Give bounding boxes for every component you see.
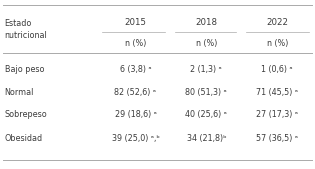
- Text: Sobrepeso: Sobrepeso: [5, 110, 48, 119]
- Text: 27 (17,3) ᵃ: 27 (17,3) ᵃ: [256, 110, 298, 119]
- Text: Normal: Normal: [5, 88, 34, 97]
- Text: n (%): n (%): [266, 39, 288, 48]
- Text: Estado
nutricional: Estado nutricional: [5, 19, 48, 40]
- Text: 39 (25,0) ᵃ,ᵇ: 39 (25,0) ᵃ,ᵇ: [112, 134, 159, 143]
- Text: 34 (21,8)ᵇ: 34 (21,8)ᵇ: [186, 134, 226, 143]
- Text: 29 (18,6) ᵃ: 29 (18,6) ᵃ: [115, 110, 156, 119]
- Text: 82 (52,6) ᵃ: 82 (52,6) ᵃ: [114, 88, 157, 97]
- Text: 2 (1,3) ᵃ: 2 (1,3) ᵃ: [191, 65, 222, 74]
- Text: 2018: 2018: [195, 18, 217, 27]
- Text: Obesidad: Obesidad: [5, 134, 43, 143]
- Text: 1 (0,6) ᵃ: 1 (0,6) ᵃ: [261, 65, 293, 74]
- Text: 40 (25,6) ᵃ: 40 (25,6) ᵃ: [186, 110, 227, 119]
- Text: 57 (36,5) ᵃ: 57 (36,5) ᵃ: [256, 134, 298, 143]
- Text: 2022: 2022: [266, 18, 288, 27]
- Text: 80 (51,3) ᵃ: 80 (51,3) ᵃ: [186, 88, 227, 97]
- Text: n (%): n (%): [196, 39, 217, 48]
- Text: Bajo peso: Bajo peso: [5, 65, 44, 74]
- Text: 2015: 2015: [124, 18, 146, 27]
- Text: 71 (45,5) ᵃ: 71 (45,5) ᵃ: [256, 88, 298, 97]
- Text: 6 (3,8) ᵃ: 6 (3,8) ᵃ: [120, 65, 151, 74]
- Text: n (%): n (%): [125, 39, 146, 48]
